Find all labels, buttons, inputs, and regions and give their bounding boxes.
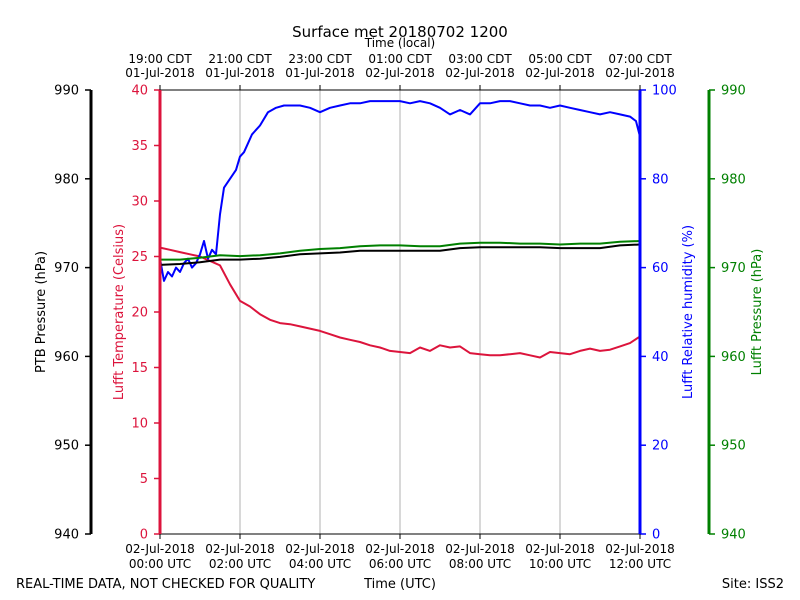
series-line-temperature	[159, 246, 641, 359]
ptb-pressure-tick-label: 970	[54, 261, 79, 276]
series-line-ptb-pressure	[159, 243, 641, 266]
temperature-axis-label: Lufft Temperature (Celsius)	[112, 224, 127, 400]
ptb-pressure-tick-label: 990	[54, 84, 79, 99]
utc-tick-label-date: 02-Jul-2018	[445, 542, 515, 556]
utc-tick-label-time: 10:00 UTC	[529, 557, 591, 571]
local-tick-label-date: 02-Jul-2018	[525, 66, 595, 80]
temperature-tick-label: 5	[140, 472, 148, 487]
utc-tick-label-time: 06:00 UTC	[369, 557, 431, 571]
lufft-pressure-tick-label: 940	[721, 528, 746, 543]
local-tick-label-date: 01-Jul-2018	[285, 66, 355, 80]
local-tick-label-date: 01-Jul-2018	[125, 66, 195, 80]
utc-tick-label-time: 00:00 UTC	[129, 557, 191, 571]
local-tick-label-time: 03:00 CDT	[448, 52, 512, 66]
temperature-tick-label: 40	[131, 84, 148, 99]
temperature-tick-label: 15	[131, 361, 148, 376]
temperature-tick-label: 10	[131, 417, 148, 432]
local-tick-label-date: 02-Jul-2018	[445, 66, 515, 80]
utc-tick-label-time: 02:00 UTC	[209, 557, 271, 571]
humidity-tick-label: 100	[652, 84, 677, 99]
temperature-tick-label: 20	[131, 306, 148, 321]
lufft-pressure-tick-label: 950	[721, 439, 746, 454]
local-tick-label-date: 02-Jul-2018	[365, 66, 435, 80]
utc-tick-label-date: 02-Jul-2018	[605, 542, 675, 556]
temperature-tick-label: 0	[140, 528, 148, 543]
utc-tick-label-time: 04:00 UTC	[289, 557, 351, 571]
top-axis-label: Time (local)	[364, 36, 436, 50]
ptb-pressure-tick-label: 940	[54, 528, 79, 543]
lufft-pressure-tick-label: 980	[721, 172, 746, 187]
local-tick-label-time: 05:00 CDT	[528, 52, 592, 66]
humidity-tick-label: 0	[652, 528, 660, 543]
utc-tick-label-date: 02-Jul-2018	[525, 542, 595, 556]
local-tick-label-time: 21:00 CDT	[208, 52, 272, 66]
temperature-tick-label: 25	[131, 250, 148, 265]
humidity-tick-label: 40	[652, 350, 669, 365]
series-line-humidity	[159, 100, 641, 282]
local-tick-label-time: 07:00 CDT	[608, 52, 672, 66]
ptb-pressure-axis-label: PTB Pressure (hPa)	[34, 251, 49, 373]
lufft-pressure-axis-label: Lufft Pressure (hPa)	[750, 249, 765, 376]
utc-tick-label-date: 02-Jul-2018	[205, 542, 275, 556]
lufft-pressure-tick-label: 990	[721, 84, 746, 99]
series-line-lufft-pressure	[160, 240, 641, 261]
ptb-pressure-tick-label: 980	[54, 172, 79, 187]
utc-tick-label-time: 08:00 UTC	[449, 557, 511, 571]
humidity-tick-label: 60	[652, 261, 669, 276]
chart-title: Surface met 20180702 1200	[292, 23, 508, 41]
series-layer	[159, 100, 641, 359]
ptb-pressure-tick-label: 960	[54, 350, 79, 365]
ptb-pressure-tick-label: 950	[54, 439, 79, 454]
humidity-tick-label: 20	[652, 439, 669, 454]
axes-layer: 940 950 960 970 980 990 0 5 10 15 20 25 30 35 40 0 20 40 6…	[54, 84, 746, 543]
utc-tick-label-date: 02-Jul-2018	[125, 542, 195, 556]
footer-left: REAL-TIME DATA, NOT CHECKED FOR QUALITY	[16, 577, 315, 592]
local-tick-label-time: 01:00 CDT	[368, 52, 432, 66]
local-tick-label-date: 02-Jul-2018	[605, 66, 675, 80]
temperature-tick-label: 35	[131, 139, 148, 154]
bottom-axis-label: Time (UTC)	[363, 577, 436, 592]
temperature-tick-label: 30	[131, 195, 148, 210]
local-tick-label-time: 23:00 CDT	[288, 52, 352, 66]
utc-tick-label-time: 12:00 UTC	[609, 557, 671, 571]
utc-tick-label-date: 02-Jul-2018	[285, 542, 355, 556]
local-tick-label-date: 01-Jul-2018	[205, 66, 275, 80]
gridlines	[239, 90, 561, 534]
humidity-axis-label: Lufft Relative humidity (%)	[681, 225, 696, 399]
lufft-pressure-tick-label: 970	[721, 261, 746, 276]
local-tick-label-time: 19:00 CDT	[128, 52, 192, 66]
footer-right: Site: ISS2	[722, 577, 784, 592]
lufft-pressure-tick-label: 960	[721, 350, 746, 365]
utc-tick-label-date: 02-Jul-2018	[365, 542, 435, 556]
humidity-tick-label: 80	[652, 172, 669, 187]
